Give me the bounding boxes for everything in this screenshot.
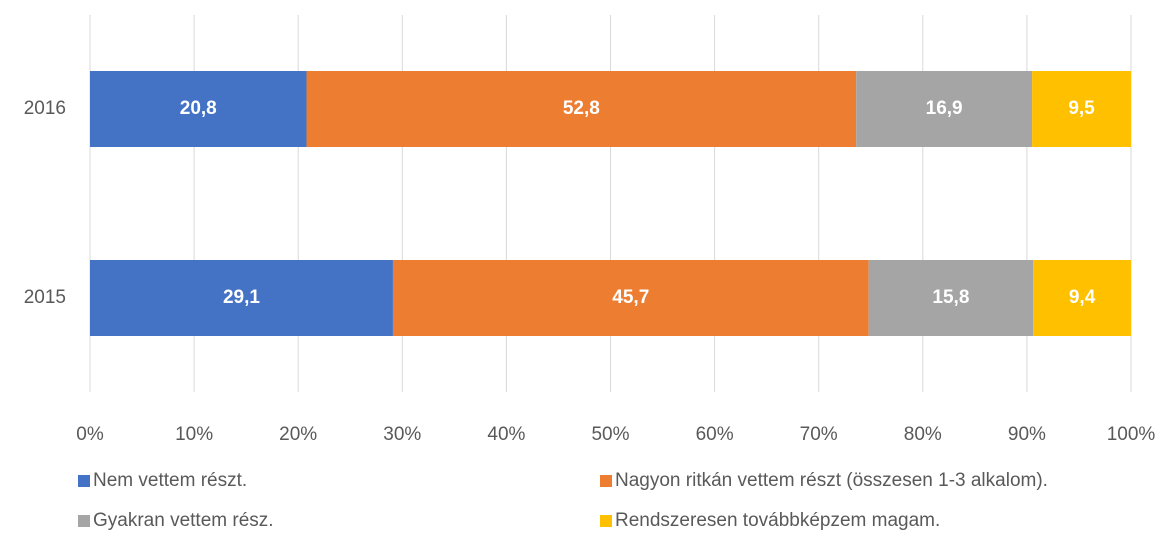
x-tick-label: 30% — [383, 424, 421, 445]
data-label: 45,7 — [612, 287, 649, 308]
legend-swatch — [600, 515, 612, 527]
bar-segment — [392, 260, 869, 336]
legend-label: Nem vettem részt. — [93, 470, 247, 491]
bar-segment — [90, 260, 393, 336]
data-label: 20,8 — [180, 98, 217, 119]
data-label: 9,5 — [1068, 98, 1095, 119]
data-label: 9,4 — [1069, 287, 1096, 308]
data-label: 16,9 — [926, 98, 963, 119]
bar-segment — [1033, 260, 1131, 336]
legend-label: Rendszeresen továbbképzem magam. — [615, 510, 940, 531]
bar-segment — [856, 71, 1033, 147]
legend-label: Gyakran vettem rész. — [93, 510, 274, 531]
data-label: 29,1 — [223, 287, 260, 308]
legend-swatch — [78, 475, 90, 487]
bar-segment — [90, 71, 307, 147]
x-tick-label: 0% — [76, 424, 104, 445]
x-tick-label: 100% — [1107, 424, 1156, 445]
x-tick-label: 70% — [800, 424, 838, 445]
data-label: 15,8 — [932, 287, 969, 308]
x-tick-label: 10% — [175, 424, 213, 445]
legend-label: Nagyon ritkán vettem részt (összesen 1-3… — [615, 470, 1048, 491]
legend-swatch — [78, 515, 90, 527]
x-tick-label: 20% — [279, 424, 317, 445]
y-tick-label: 2015 — [24, 287, 66, 308]
x-tick-label: 90% — [1008, 424, 1046, 445]
data-label: 52,8 — [563, 98, 600, 119]
x-tick-label: 60% — [696, 424, 734, 445]
bar-segment — [868, 260, 1034, 336]
y-tick-label: 2016 — [24, 98, 66, 119]
x-tick-label: 80% — [904, 424, 942, 445]
x-tick-label: 50% — [591, 424, 629, 445]
legend-swatch — [600, 475, 612, 487]
x-tick-label: 40% — [487, 424, 525, 445]
bar-segment — [306, 71, 857, 147]
bar-segment — [1032, 71, 1131, 147]
